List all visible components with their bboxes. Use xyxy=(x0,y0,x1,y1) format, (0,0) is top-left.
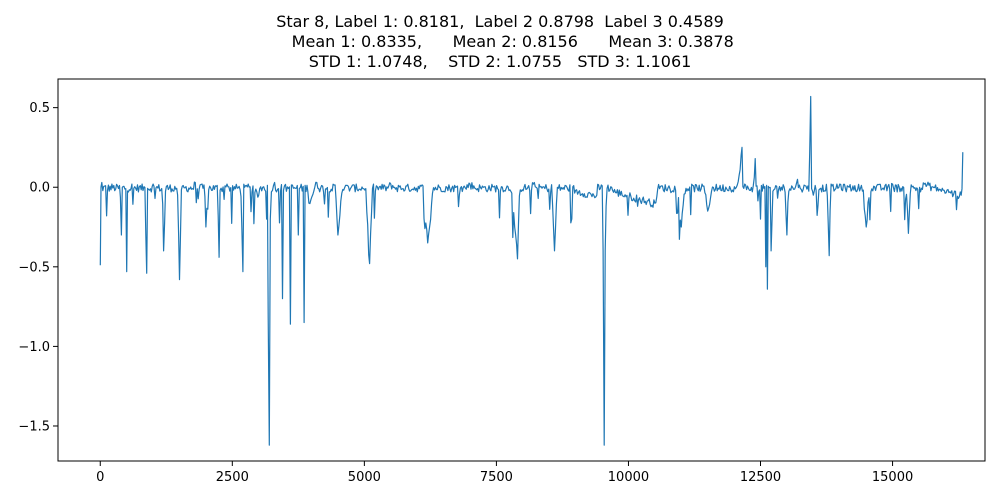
plot-frame xyxy=(57,78,986,462)
y-tick-label: 0.5 xyxy=(29,101,50,116)
plot-area xyxy=(58,79,985,461)
x-tick-label: 2500 xyxy=(216,470,249,485)
x-tick-label: 0 xyxy=(96,470,104,485)
title-line-2: Mean 1: 0.8335, Mean 2: 0.8156 Mean 3: 0… xyxy=(266,32,734,51)
y-tick-label: −0.5 xyxy=(18,260,50,275)
x-axis-ticks: 0 2500 5000 7500 10000 12500 15000 xyxy=(96,461,913,485)
y-tick-label: −1.0 xyxy=(18,340,50,355)
series-layer xyxy=(99,95,964,446)
x-tick-label: 5000 xyxy=(348,470,381,485)
y-tick-label: −1.5 xyxy=(18,419,50,434)
series-line xyxy=(99,95,964,446)
y-tick-label: 0.0 xyxy=(29,181,50,196)
x-tick-label: 12500 xyxy=(740,470,781,485)
x-tick-label: 7500 xyxy=(480,470,513,485)
title-line-1: Star 8, Label 1: 0.8181, Label 2 0.8798 … xyxy=(276,12,724,31)
title-line-3: STD 1: 1.0748, STD 2: 1.0755 STD 3: 1.10… xyxy=(308,52,692,71)
x-tick-label: 15000 xyxy=(872,470,913,485)
chart-title: Star 8, Label 1: 0.8181, Label 2 0.8798 … xyxy=(0,12,1000,72)
y-axis-ticks: 0.5 0.0 −0.5 −1.0 −1.5 xyxy=(18,101,58,434)
x-tick-label: 10000 xyxy=(608,470,649,485)
